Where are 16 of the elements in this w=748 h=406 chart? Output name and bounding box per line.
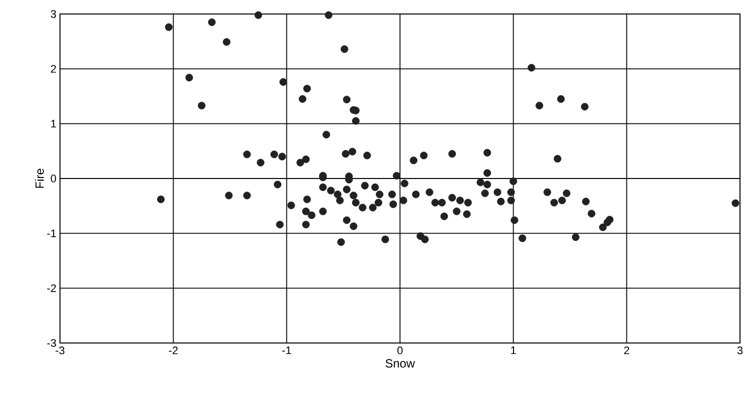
x-axis-title: Snow [386, 359, 415, 368]
x-tick-label: 3 [737, 346, 743, 354]
x-tick-label: 2 [624, 346, 630, 354]
x-tick-label: -1 [282, 346, 292, 354]
y-tick-label: -1 [47, 230, 56, 238]
x-tick-label: 1 [511, 346, 516, 354]
y-tick-label: 3 [50, 10, 56, 18]
y-tick-label: 1 [51, 120, 56, 128]
y-tick-label: -3 [47, 339, 56, 347]
y-axis-title: Fire [35, 168, 44, 188]
y-tick-label: 2 [50, 65, 56, 73]
x-tick-label: 0 [397, 346, 403, 354]
y-tick-label: -2 [47, 284, 56, 292]
x-tick-label: -3 [56, 346, 64, 354]
y-tick-label: 0 [50, 174, 56, 182]
x-tick-label: -2 [168, 346, 178, 354]
